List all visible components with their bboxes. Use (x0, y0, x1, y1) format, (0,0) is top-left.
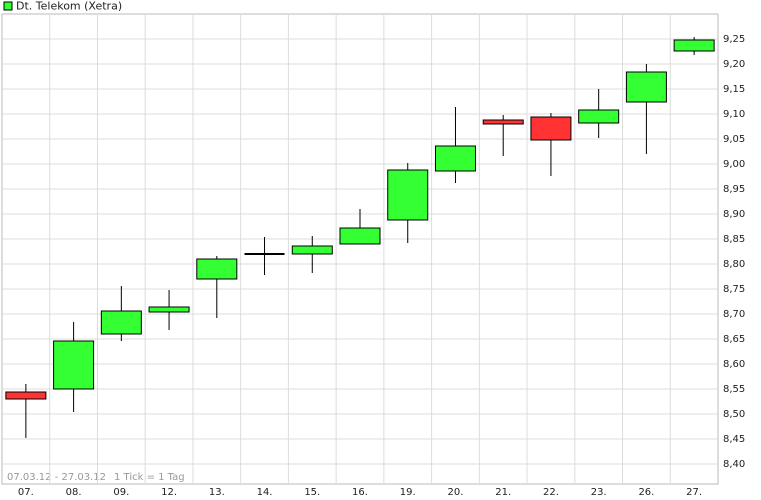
candle-body (5, 391, 47, 400)
y-tick-label: 8,75 (723, 284, 745, 295)
y-tick-label: 9,00 (723, 159, 745, 170)
y-tick-label: 9,15 (723, 84, 745, 95)
candle-body (434, 145, 476, 172)
x-tick-label: 21. (495, 487, 511, 498)
candle-body (196, 258, 238, 280)
x-tick-label: 12. (161, 487, 177, 498)
y-tick-label: 8,50 (723, 409, 745, 420)
y-tick-label: 8,55 (723, 384, 745, 395)
x-tick-label: 23. (591, 487, 607, 498)
candle-body (339, 227, 381, 245)
candle-body (673, 39, 715, 52)
date-range: 07.03.12 - 27.03.12 (7, 472, 106, 483)
x-tick-label: 07. (18, 487, 34, 498)
x-tick-label: 15. (304, 487, 320, 498)
y-tick-label: 8,85 (723, 234, 745, 245)
x-tick-label: 08. (66, 487, 82, 498)
x-tick-label: 16. (352, 487, 368, 498)
candle-body (625, 71, 667, 103)
x-tick-label: 19. (400, 487, 416, 498)
x-tick-label: 20. (448, 487, 464, 498)
y-tick-label: 9,10 (723, 109, 745, 120)
x-tick-label: 13. (209, 487, 225, 498)
candle-body (291, 245, 333, 255)
candle-body (530, 116, 572, 141)
x-tick-label: 27. (686, 487, 702, 498)
x-tick-label: 26. (638, 487, 654, 498)
tick-note: 1 Tick = 1 Tag (114, 472, 185, 483)
candle-body (387, 169, 429, 221)
x-tick-label: 09. (113, 487, 129, 498)
x-tick-label: 14. (257, 487, 273, 498)
legend-swatch (3, 1, 13, 11)
legend-label: Dt. Telekom (Xetra) (16, 0, 122, 13)
candle-body (148, 306, 190, 313)
y-tick-label: 8,45 (723, 434, 745, 445)
y-tick-label: 8,40 (723, 459, 745, 470)
candle-body (53, 340, 95, 390)
y-tick-label: 8,95 (723, 184, 745, 195)
candle-body (100, 310, 142, 335)
y-tick-label: 8,60 (723, 359, 745, 370)
y-tick-label: 8,80 (723, 259, 745, 270)
y-tick-label: 8,70 (723, 309, 745, 320)
x-tick-label: 22. (543, 487, 559, 498)
y-tick-label: 9,25 (723, 34, 745, 45)
candle-body (482, 119, 524, 125)
y-tick-label: 9,05 (723, 134, 745, 145)
candle-body (578, 109, 620, 124)
y-tick-label: 8,90 (723, 209, 745, 220)
y-tick-label: 9,20 (723, 59, 745, 70)
y-tick-label: 8,65 (723, 334, 745, 345)
